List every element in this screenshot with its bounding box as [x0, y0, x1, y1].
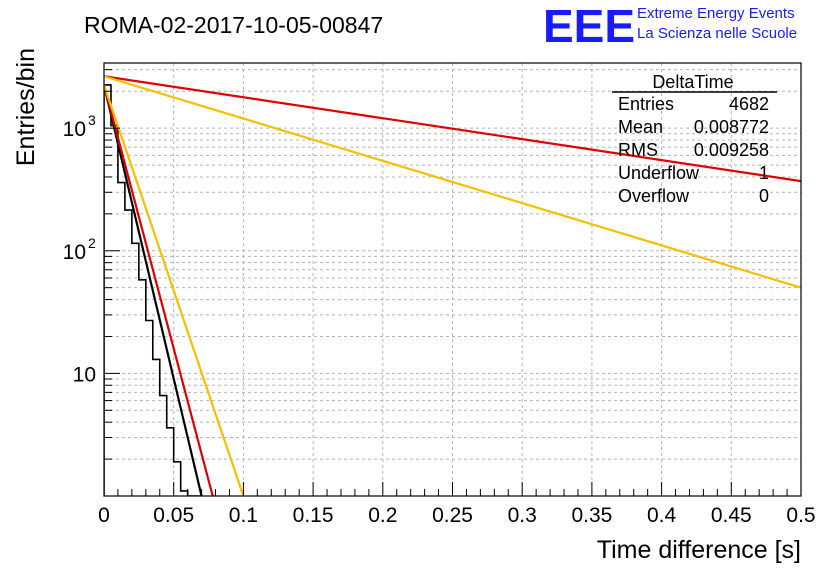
stats-row-value: 0.008772: [694, 117, 769, 137]
stats-row-label: Mean: [618, 117, 663, 137]
histogram-outline: [104, 84, 202, 496]
y-axis-label: Entries/bin: [12, 48, 40, 166]
fit-yellow-steep-line: [104, 84, 245, 496]
x-tick-label: 0: [98, 504, 110, 527]
y-tick-label: 10: [63, 241, 86, 264]
x-tick-label: 0.05: [153, 504, 194, 527]
histogram-layer: [104, 84, 202, 496]
x-tick-label: 0.1: [229, 504, 258, 527]
y-tick-exponent: 3: [88, 112, 96, 128]
x-tick-label: 0.35: [571, 504, 612, 527]
stats-row-value: 1: [759, 163, 769, 183]
grid-layer: [104, 63, 801, 496]
logo-line1: Extreme Energy Events: [637, 5, 795, 22]
x-tick-label: 0.4: [647, 504, 677, 527]
stats-row-label: Underflow: [618, 163, 700, 183]
y-tick-exponent: 2: [88, 235, 96, 251]
stats-row-label: RMS: [618, 140, 658, 160]
stats-row-value: 4682: [729, 94, 769, 114]
x-tick-label: 0.2: [368, 504, 397, 527]
y-tick-label: 10: [63, 118, 86, 141]
x-axis-label: Time difference [s]: [597, 536, 801, 564]
stats-row-label: Overflow: [618, 186, 690, 206]
fit-black-line: [104, 84, 203, 496]
x-tick-label: 0.25: [432, 504, 473, 527]
stats-title: DeltaTime: [652, 72, 733, 92]
chart-title: ROMA-02-2017-10-05-00847: [84, 12, 383, 38]
fit-red-flat-line: [104, 75, 801, 183]
x-tick-label: 0.45: [711, 504, 752, 527]
fit-lines-layer: [104, 75, 801, 496]
fit-red-steep-line: [104, 84, 214, 496]
logo-mark: EEE: [543, 0, 635, 52]
stats-box: DeltaTime Entries 4682 Mean 0.008772 RMS 0.00…: [612, 72, 777, 206]
stats-row-value: 0: [759, 186, 769, 206]
x-tick-label: 0.5: [786, 504, 815, 527]
stats-rows: Entries 4682 Mean 0.008772 RMS 0.009258 Underf…: [618, 94, 769, 206]
y-tick-label: 10: [73, 363, 96, 386]
logo-line2: La Scienza nelle Scuole: [637, 25, 797, 42]
tick-layer: 0 0.05 0.1 0.15 0.2 0.25 0.3 0.35 0.4 0.45 0.51010…: [63, 69, 816, 527]
eee-logo: EEE Extreme Energy Events La Scienza nel…: [543, 0, 797, 52]
stats-row-value: 0.009258: [694, 140, 769, 160]
stats-row-label: Entries: [618, 94, 674, 114]
x-tick-label: 0.15: [293, 504, 334, 527]
x-tick-label: 0.3: [508, 504, 537, 527]
fit-yellow-flat-line: [104, 75, 801, 289]
